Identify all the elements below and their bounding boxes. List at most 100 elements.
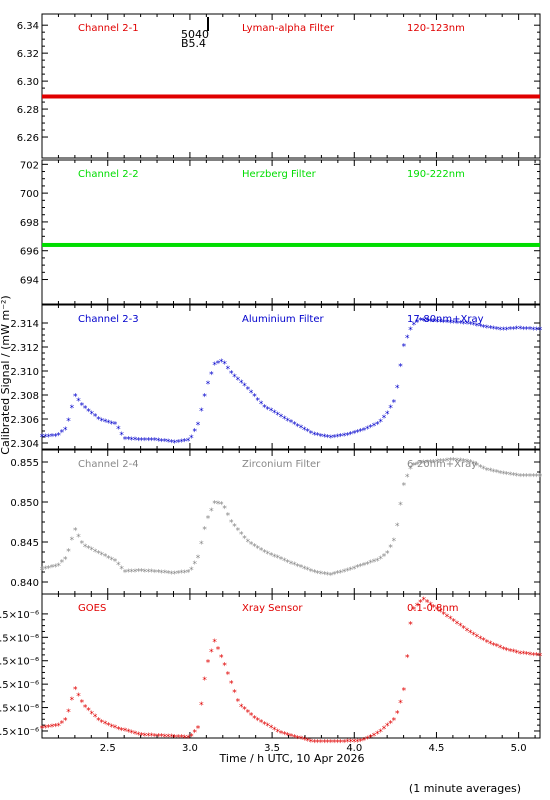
data-point: * (402, 687, 407, 697)
data-point: * (232, 689, 237, 699)
data-point: * (329, 571, 334, 581)
data-point: * (100, 417, 105, 427)
data-point: * (385, 722, 390, 732)
data-point: * (86, 545, 91, 555)
data-point: * (86, 407, 91, 417)
data-point: * (236, 526, 241, 536)
data-point: * (481, 637, 486, 647)
data-point: * (169, 439, 174, 449)
data-point: * (368, 559, 373, 569)
data-point: * (179, 734, 184, 744)
data-point: * (282, 557, 287, 567)
data-point: * (166, 733, 171, 743)
data-point: * (262, 720, 267, 730)
data-point: * (418, 460, 423, 470)
data-point: * (239, 703, 244, 713)
data-point: * (372, 422, 377, 432)
data-point: * (126, 728, 131, 738)
data-point: * (159, 437, 164, 447)
data-point: * (355, 564, 360, 574)
data-point: * (113, 421, 118, 431)
x-tick-label: 5.0 (511, 743, 527, 754)
data-point: * (358, 428, 363, 438)
data-point: * (531, 326, 536, 336)
data-point: * (349, 566, 354, 576)
data-point: * (378, 728, 383, 738)
data-point: * (143, 568, 148, 578)
panel-label: Lyman-alpha Filter (242, 23, 335, 34)
footnote: (1 minute averages) (409, 782, 521, 795)
data-point: * (498, 470, 503, 480)
data-point: * (319, 432, 324, 442)
data-point: * (521, 325, 526, 335)
data-point: * (43, 433, 48, 443)
data-point: * (455, 457, 460, 467)
data-point: * (521, 650, 526, 660)
data-point: * (501, 645, 506, 655)
data-point: * (511, 648, 516, 658)
data-point: * (242, 382, 247, 392)
data-point: * (448, 319, 453, 329)
data-point: * (123, 568, 128, 578)
data-point: * (129, 436, 134, 446)
data-point: * (458, 320, 463, 330)
data-point: * (438, 318, 443, 328)
data-point: * (358, 563, 363, 573)
data-point: * (471, 631, 476, 641)
data-point: * (129, 568, 134, 578)
data-point: * (159, 569, 164, 579)
panel-5: 2.5×10⁻⁶ 3.5×10⁻⁶ 4.5×10⁻⁶ 5.5×10⁻⁶ 6.5×10⁻⁶… (0, 593, 543, 749)
data-point: * (339, 739, 344, 749)
data-point: * (199, 407, 204, 417)
data-point: * (329, 434, 334, 444)
data-point: * (508, 647, 513, 657)
data-point: * (199, 540, 204, 550)
data-point: * (475, 633, 480, 643)
data-point: * (123, 727, 128, 737)
y-tick-label: 2.314 (10, 319, 39, 330)
panel-label: Channel 2-2 (78, 169, 139, 180)
data-point: * (428, 317, 433, 327)
x-tick-label: 3.0 (182, 743, 198, 754)
data-point: * (209, 371, 214, 381)
data-point: * (93, 413, 98, 423)
data-point: * (534, 326, 539, 336)
data-point: * (468, 458, 473, 468)
data-point: * (445, 457, 450, 467)
data-point: * (53, 723, 58, 733)
x-tick-label: 4.0 (346, 743, 362, 754)
data-point: * (415, 460, 420, 470)
data-point: * (349, 430, 354, 440)
y-tick-label: 5.5×10⁻⁶ (0, 657, 39, 668)
data-point: * (119, 726, 124, 736)
data-point: * (309, 568, 314, 578)
event-marker-label-top: 5040 (181, 28, 209, 41)
data-point: * (216, 360, 221, 370)
data-point: * (242, 706, 247, 716)
data-point: * (458, 457, 463, 467)
data-point: * (285, 417, 290, 427)
data-point: * (249, 389, 254, 399)
data-point: * (345, 738, 350, 748)
data-point: * (196, 554, 201, 564)
event-marker: 5040 B5.4 (181, 17, 209, 50)
data-point: * (272, 409, 277, 419)
data-point: * (40, 566, 45, 576)
data-point: * (56, 432, 61, 442)
data-point: * (66, 548, 71, 558)
data-point: * (176, 570, 181, 580)
panel-label: Channel 2-4 (78, 459, 139, 470)
data-point: * (312, 569, 317, 579)
data-point: * (295, 734, 300, 744)
data-point: * (352, 738, 357, 748)
data-point: * (146, 437, 151, 447)
data-point: * (352, 565, 357, 575)
data-point: * (382, 552, 387, 562)
data-point: * (156, 437, 161, 447)
data-point: * (312, 739, 317, 749)
data-point: * (441, 610, 446, 620)
data-point: * (312, 431, 317, 441)
panel-frame (41, 13, 541, 159)
data-point: * (63, 555, 68, 565)
data-point: * (302, 426, 307, 436)
